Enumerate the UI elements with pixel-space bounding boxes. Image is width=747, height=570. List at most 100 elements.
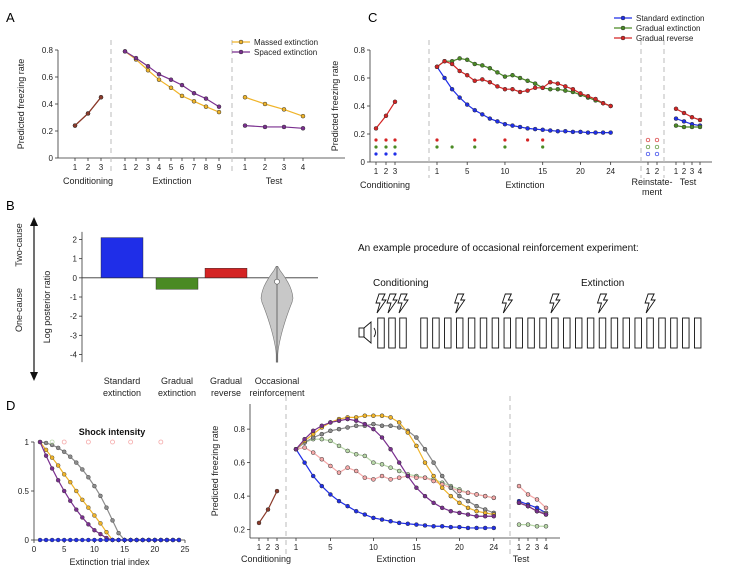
d2-series-lightgreen-point	[534, 524, 540, 529]
d1-series-purple-point	[43, 453, 49, 458]
d2-series-orange-point	[362, 413, 368, 418]
c-series-green-point	[457, 56, 462, 61]
d2-conditioning-series-line	[258, 490, 278, 524]
d2-group-label: Test	[513, 554, 530, 564]
b-category-label: reverse	[211, 388, 241, 398]
c-x-tick-label: 2	[682, 167, 687, 176]
b-bar-0	[100, 237, 144, 279]
d2-y-tick-label: 0.4	[234, 492, 246, 501]
a-series-purple-point	[133, 55, 139, 61]
c-x-tick-label: 10	[500, 167, 509, 176]
c-y-tick-label: 0	[361, 158, 366, 167]
b-bar-1	[155, 277, 199, 290]
c-x-tick-label: 3	[393, 167, 398, 176]
c-series-blue-point	[517, 124, 523, 130]
d2-series-blue-point	[310, 473, 316, 479]
c-x-tick-label: 1	[374, 167, 379, 176]
d1-series-gray-point	[55, 445, 61, 451]
a-series-orange-point	[156, 77, 162, 82]
c-shock-marker	[435, 138, 439, 142]
d2-x-tick-label: 24	[489, 543, 498, 552]
speaker-icon	[358, 321, 376, 344]
d2-series-gray-point	[328, 428, 333, 434]
d2-series-orange-point	[405, 430, 411, 435]
d1-series-orange-point	[55, 463, 61, 468]
a-series-purple-point	[191, 90, 197, 96]
c-shock-marker	[384, 138, 388, 142]
d2-series-pink-point	[414, 475, 419, 480]
c-series-green-point	[510, 72, 515, 78]
c-shock-marker	[435, 145, 439, 149]
b-y-tick-label: -4	[70, 351, 78, 360]
d1-x-tick-label: 15	[120, 545, 129, 554]
d2-x-tick-label: 1	[517, 543, 522, 552]
d2-x-tick-label: 3	[275, 543, 280, 552]
c-series-green-line	[675, 125, 700, 128]
d2-series-lightgreen-point	[516, 522, 522, 527]
d1-marker-pink	[110, 439, 115, 445]
d2-series-blue-point	[431, 524, 436, 529]
a-y-label: Predicted freezing rate	[16, 59, 26, 150]
d1-series-gray-point	[116, 530, 121, 536]
d1-series-blue-point	[104, 537, 109, 543]
d2-series-blue-point	[328, 492, 333, 497]
c-group-label: Extinction	[505, 180, 544, 190]
d2-series-blue-point	[439, 524, 445, 529]
b-y-tick-label: -2	[70, 312, 78, 321]
d2-series-purple-point	[457, 510, 462, 516]
b-side-label-two-cause: Two-cause	[14, 223, 24, 267]
a-series-purple-point	[179, 82, 185, 88]
conditioning-trial-box	[377, 317, 385, 349]
c-conditioning-series-point	[392, 99, 398, 105]
d1-series-gray-point	[43, 440, 49, 446]
c-y-tick-label: 0.8	[354, 46, 366, 55]
d1-series-blue-point	[158, 537, 164, 543]
c-conditioning-series-point	[383, 113, 389, 119]
c-x-tick-label: 3	[690, 167, 695, 176]
lightning-icon	[644, 293, 656, 314]
d2-series-purple-point	[396, 460, 402, 465]
d1-x-label: Extinction trial index	[69, 557, 150, 567]
b-category-label: reinforcement	[249, 388, 305, 398]
a-y-tick-label: 0	[49, 154, 54, 163]
c-series-red-point	[697, 117, 703, 123]
d1-series-blue-point	[116, 537, 121, 543]
extinction-trial-box	[551, 317, 559, 349]
d2-x-tick-label: 4	[544, 543, 549, 552]
d2-series-purple-point	[439, 505, 445, 511]
d2-x-tick-label: 10	[369, 543, 378, 552]
d2-series-orange-point	[474, 508, 479, 514]
d2-series-purple-point	[491, 513, 497, 519]
c-series-green-point	[681, 124, 687, 130]
c-series-red-line	[675, 108, 701, 121]
c-series-red-point	[510, 86, 515, 92]
d2-series-orange-point	[465, 505, 471, 511]
d1-series-blue-point	[86, 537, 91, 543]
d1-y-tick-label: 1	[25, 438, 30, 447]
d2-conditioning-series-point	[274, 488, 280, 494]
b-y-tick-label: 2	[73, 236, 78, 245]
a-series-purple-point	[203, 96, 209, 101]
d2-series-blue-point	[336, 498, 342, 504]
d2-series-blue-point	[302, 460, 307, 465]
d2-series-blue-point	[396, 520, 402, 526]
extinction-trial-box	[444, 317, 452, 349]
d2-series-purple-point	[388, 446, 393, 452]
c-legend-entry: Standard extinction	[636, 14, 705, 23]
c-series-red-point	[472, 78, 477, 84]
a-series-orange-point	[203, 104, 209, 109]
c-legend-marker	[620, 15, 626, 21]
c-shock-marker	[450, 145, 454, 149]
d2-series-pink-point	[336, 470, 342, 475]
d1-series-blue-point	[49, 537, 55, 543]
b-category-label: Standard	[104, 376, 141, 386]
c-series-green-point	[487, 65, 493, 71]
c-series-red-point	[555, 81, 561, 86]
d2-series-purple-point	[405, 473, 411, 479]
d2-series-lightgreen-point	[396, 468, 402, 474]
d2-series-purple-line	[295, 418, 494, 517]
d1-series-gray-point	[104, 505, 109, 510]
c-series-red-point	[442, 58, 447, 64]
